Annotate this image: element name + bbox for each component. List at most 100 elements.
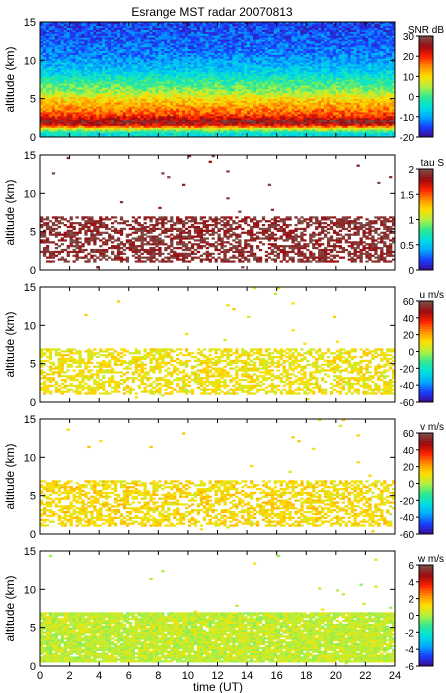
- heatmap-cell: [66, 25, 70, 29]
- heatmap-cell: [116, 87, 121, 90]
- heatmap-cell: [137, 58, 141, 61]
- heatmap-cell: [226, 135, 230, 138]
- heatmap-cell: [270, 43, 275, 46]
- heatmap-cell: [193, 114, 198, 117]
- heatmap-cell: [279, 85, 283, 88]
- heatmap-cell: [193, 131, 198, 134]
- heatmap-cell: [119, 50, 124, 53]
- heatmap-cell: [48, 62, 53, 65]
- heatmap-cell: [146, 71, 150, 75]
- heatmap-cell: [158, 23, 162, 27]
- heatmap-cell: [223, 23, 227, 27]
- heatmap-cell: [78, 69, 82, 73]
- heatmap-cell: [45, 50, 50, 53]
- heatmap-cell: [217, 50, 221, 53]
- heatmap-cell: [40, 92, 44, 96]
- heatmap-cell: [152, 87, 156, 90]
- heatmap-cell: [90, 98, 94, 101]
- heatmap-cell: [161, 75, 165, 78]
- heatmap-cell: [250, 75, 254, 78]
- heatmap-cell: [182, 77, 186, 80]
- heatmap-cell: [264, 52, 269, 55]
- heatmap-cell: [190, 81, 195, 84]
- heatmap-cell: [143, 39, 147, 42]
- heatmap-cell: [270, 75, 275, 78]
- heatmap-cell: [60, 115, 64, 119]
- heatmap-cell: [258, 29, 263, 32]
- heatmap-cell: [81, 60, 85, 63]
- heatmap-cell: [81, 37, 85, 40]
- heatmap-cell: [267, 98, 272, 101]
- heatmap-cell: [54, 106, 59, 109]
- heatmap-cell: [255, 35, 260, 38]
- heatmap-cell: [42, 94, 47, 98]
- heatmap-cell: [190, 100, 195, 103]
- heatmap-cell: [276, 27, 280, 30]
- heatmap-cell: [69, 31, 73, 34]
- heatmap-cell: [208, 79, 212, 82]
- heatmap-cell: [258, 81, 263, 84]
- heatmap-cell: [196, 114, 201, 117]
- heatmap-cell: [78, 50, 82, 53]
- heatmap-cell: [217, 83, 221, 86]
- heatmap-cell: [279, 87, 283, 90]
- heatmap-cell: [137, 25, 141, 29]
- heatmap-cell: [176, 27, 180, 30]
- heatmap-cell: [96, 48, 100, 52]
- heatmap-cell: [78, 75, 82, 78]
- heatmap-cell: [152, 108, 156, 111]
- heatmap-cell: [202, 81, 206, 84]
- heatmap-cell: [102, 37, 106, 40]
- heatmap-cell: [232, 23, 236, 27]
- heatmap-cell: [131, 125, 135, 128]
- heatmap-cell: [69, 83, 73, 86]
- heatmap-cell: [187, 112, 192, 115]
- heatmap-cell: [244, 48, 248, 52]
- heatmap-cell: [176, 66, 180, 69]
- heatmap-cell: [146, 91, 150, 94]
- heatmap-cell: [261, 129, 266, 132]
- heatmap-cell: [146, 43, 150, 46]
- heatmap-cell: [111, 64, 115, 67]
- heatmap-cell: [158, 35, 162, 38]
- heatmap-cell: [105, 133, 109, 136]
- heatmap-cell: [75, 27, 79, 30]
- heatmap-cell: [48, 133, 53, 136]
- heatmap-cell: [54, 35, 59, 38]
- heatmap-cell: [205, 125, 209, 128]
- heatmap-cell: [273, 117, 277, 121]
- heatmap-cell: [143, 94, 147, 98]
- heatmap-cell: [72, 92, 76, 96]
- heatmap-cell: [90, 115, 94, 119]
- heatmap-cell: [75, 127, 79, 130]
- heatmap-cell: [229, 71, 233, 75]
- heatmap-cell: [143, 91, 147, 94]
- heatmap-cell: [187, 91, 192, 94]
- heatmap-cell: [167, 35, 171, 38]
- heatmap-cell: [72, 127, 76, 130]
- heatmap-cell: [170, 62, 174, 65]
- heatmap-cell: [48, 52, 53, 55]
- heatmap-cell: [143, 46, 147, 50]
- heatmap-cell: [241, 85, 245, 88]
- heatmap-cell: [232, 83, 236, 86]
- heatmap-cell: [179, 23, 183, 27]
- heatmap-cell: [187, 37, 192, 40]
- heatmap-cell: [134, 121, 138, 124]
- heatmap-cell: [69, 75, 73, 78]
- heatmap-cell: [119, 22, 124, 25]
- heatmap-cell: [131, 83, 135, 86]
- heatmap-cell: [152, 31, 156, 34]
- heatmap-cell: [155, 73, 159, 76]
- heatmap-cell: [244, 83, 248, 86]
- heatmap-cell: [187, 77, 192, 80]
- heatmap-cell: [184, 100, 189, 103]
- heatmap-cell: [217, 79, 221, 82]
- heatmap-cell: [273, 45, 277, 48]
- heatmap-cell: [238, 114, 242, 117]
- heatmap-cell: [75, 94, 79, 98]
- heatmap-cell: [187, 35, 192, 38]
- heatmap-cell: [116, 91, 121, 94]
- heatmap-cell: [122, 135, 127, 138]
- heatmap-cell: [99, 43, 103, 46]
